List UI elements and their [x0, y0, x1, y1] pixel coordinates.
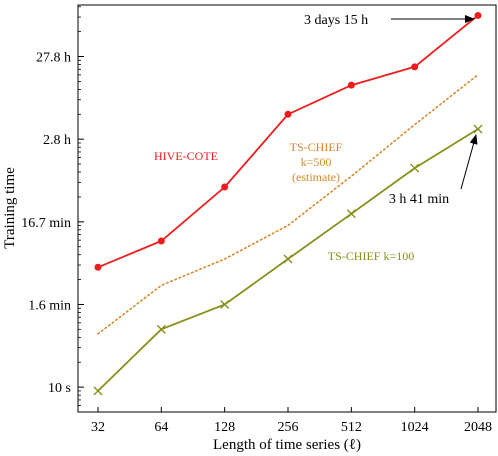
annotation-hive-cote-2048: 3 days 15 h	[304, 13, 368, 28]
x-marker-stroke	[283, 254, 293, 264]
y-tick-label: 10 s	[48, 381, 71, 396]
series-label-ts-chief-k500-line1: TS-CHIEF	[290, 140, 343, 154]
data-point	[220, 299, 230, 309]
x-tick-label: 64	[154, 420, 168, 435]
annotation-ts-chief-k100-2048: 3 h 41 min	[389, 192, 449, 207]
series-layer	[93, 11, 483, 396]
series-label-ts-chief-k100: TS-CHIEF k=100	[328, 249, 414, 263]
x-marker-stroke	[473, 124, 483, 134]
x-axis-ticks: 32 64 128 256 512 1024 2048	[91, 407, 492, 435]
x-tick-label: 128	[214, 420, 235, 435]
x-tick-label: 1024	[401, 420, 429, 435]
y-tick-label: 16.7 min	[21, 216, 71, 231]
data-point	[410, 163, 420, 173]
x-marker-stroke	[410, 163, 420, 173]
x-marker-stroke	[220, 299, 230, 309]
series-line-0	[97, 14, 479, 269]
x-marker-stroke	[156, 324, 166, 334]
data-point	[283, 254, 293, 264]
x-tick-label: 512	[341, 420, 362, 435]
plot-frame	[77, 4, 497, 413]
x-tick-label: 2048	[464, 420, 492, 435]
x-marker-stroke	[346, 209, 356, 219]
series-line-1	[97, 74, 479, 335]
x-axis-label: Length of time series (ℓ)	[213, 437, 361, 453]
data-point	[156, 324, 166, 334]
y-axis-label: Training time	[2, 167, 18, 249]
series-label-hive-cote: HIVE-COTE	[154, 149, 218, 163]
data-point	[157, 237, 165, 245]
y-axis-ticks: 10 s 1.6 min 16.7 min 2.8 h 27.8 h	[21, 6, 84, 413]
data-point	[411, 63, 419, 71]
x-marker-stroke	[93, 386, 103, 396]
data-point	[346, 209, 356, 219]
data-point	[473, 124, 483, 134]
y-tick-label: 1.6 min	[28, 298, 71, 313]
y-tick-label: 2.8 h	[43, 133, 71, 148]
series-label-ts-chief-k500: TS-CHIEF k=500 (estimate)	[290, 140, 343, 184]
y-tick-label: 27.8 h	[36, 51, 71, 66]
series-label-ts-chief-k500-line3: (estimate)	[292, 170, 340, 184]
x-tick-label: 32	[91, 420, 105, 435]
x-tick-label: 256	[278, 420, 299, 435]
data-point	[474, 11, 482, 19]
data-point	[347, 81, 355, 89]
data-point	[93, 386, 103, 396]
data-point	[284, 110, 292, 118]
data-point	[94, 263, 102, 271]
series-label-ts-chief-k500-line2: k=500	[301, 155, 332, 169]
data-point	[221, 183, 229, 191]
annotation-arrow-ts-chief-k100	[460, 134, 478, 190]
